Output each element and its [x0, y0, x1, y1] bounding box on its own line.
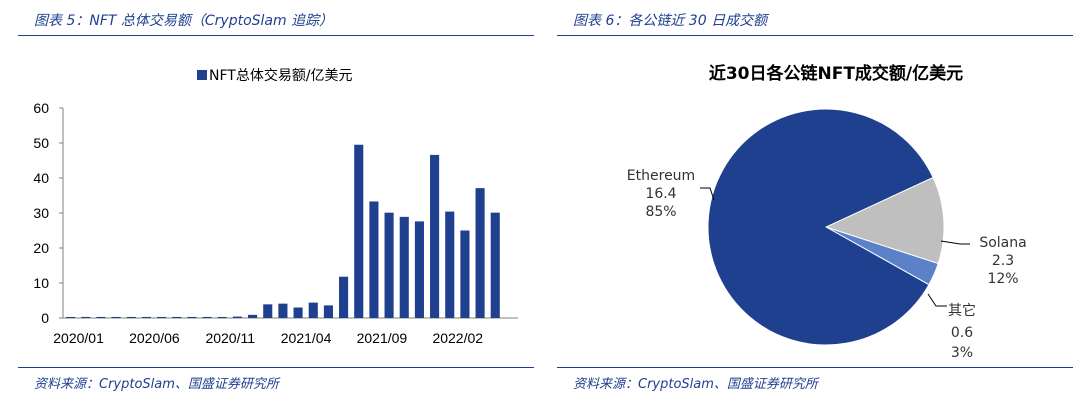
right-title-rule [557, 35, 1073, 36]
x-tick-label: 2021/04 [281, 330, 332, 346]
x-tick-label: 2020/01 [53, 330, 104, 346]
y-tick-label: 50 [33, 135, 49, 151]
bar-2021/11 [399, 216, 409, 318]
pie-slice-solana [824, 176, 945, 265]
label-solana-pct: 12% [987, 271, 1018, 287]
y-tick-label: 30 [33, 205, 49, 221]
label-solana: Solana 2.3 12% [979, 235, 1026, 287]
left-title-rule [18, 35, 534, 36]
label-solana-name: Solana [979, 235, 1026, 251]
legend-label: NFT总体交易额/亿美元 [209, 67, 353, 84]
bar-2021/12 [414, 221, 424, 318]
bar-2020/02 [81, 316, 91, 318]
x-tick-label: 2022/02 [432, 330, 483, 346]
bar-2021/04 [293, 307, 303, 318]
left-source-rule [18, 367, 534, 368]
x-tick-label: 2021/09 [357, 330, 408, 346]
label-ethereum-name: Ethereum [627, 168, 695, 184]
bar-2022/02 [445, 211, 455, 318]
y-tick-label: 60 [33, 100, 49, 116]
leader-line-ethereum [700, 187, 715, 201]
bar-2020/05 [126, 316, 136, 318]
label-ethereum-value: 16.4 [645, 186, 676, 202]
y-tick-label: 0 [41, 310, 49, 326]
bar-2021/07 [339, 276, 349, 318]
label-solana-value: 2.3 [992, 253, 1014, 269]
bar-2021/02 [263, 304, 273, 318]
y-tick-label: 40 [33, 170, 49, 186]
bar-2021/01 [248, 314, 258, 318]
right-source-rule [557, 367, 1073, 368]
pie-slice-ethereum [707, 108, 934, 346]
bar-chart: NFT总体交易额/亿美元 0 10 20 30 40 50 60 2020/01 2020/0… [33, 67, 518, 346]
bar-2022/04 [475, 188, 485, 318]
bar-2020/03 [96, 316, 106, 318]
bar-2021/09 [369, 201, 379, 318]
bar-2022/05 [490, 212, 500, 318]
bar-2021/05 [308, 302, 318, 318]
bar-2020/08 [172, 316, 182, 318]
label-other-value: 0.6 [951, 325, 973, 341]
pie-title: 近30日各公链NFT成交额/亿美元 [709, 63, 963, 84]
bar-2021/08 [354, 144, 364, 318]
right-figure-title: 图表 6：各公链近 30 日成交额 [573, 13, 768, 29]
label-other: 其它 0.6 3% [948, 302, 976, 361]
bar-2022/01 [430, 154, 440, 318]
bar-2020/11 [217, 316, 227, 318]
bar-2020/01 [66, 316, 76, 318]
bar-2021/06 [323, 305, 333, 318]
bar-2022/03 [460, 230, 470, 318]
y-tick-label: 10 [33, 275, 49, 291]
label-ethereum: Ethereum 16.4 85% [627, 168, 695, 220]
x-tick-label: 2020/06 [129, 330, 180, 346]
leader-line-other [927, 293, 947, 307]
y-tick-label: 20 [33, 240, 49, 256]
right-source: 资料来源：CryptoSlam、国盛证券研究所 [573, 377, 818, 392]
bar-2020/07 [157, 316, 167, 318]
leader-line-solana [940, 240, 970, 245]
bar-2020/06 [141, 316, 151, 318]
bar-2020/09 [187, 316, 197, 318]
label-ethereum-pct: 85% [645, 204, 676, 220]
label-other-name: 其它 [948, 302, 976, 319]
bar-2020/10 [202, 316, 212, 318]
pie-chart: 近30日各公链NFT成交额/亿美元 Ethereum 16.4 85% Sola… [627, 63, 1027, 361]
label-other-pct: 3% [951, 345, 973, 361]
x-tick-label: 2020/11 [205, 330, 255, 346]
left-figure-title: 图表 5：NFT 总体交易额（CryptoSlam 追踪） [34, 13, 334, 29]
left-source: 资料来源：CryptoSlam、国盛证券研究所 [34, 377, 279, 392]
legend-swatch [197, 70, 207, 80]
bar-2020/12 [232, 316, 242, 318]
bar-2020/04 [111, 316, 121, 318]
bar-2021/03 [278, 303, 288, 318]
bar-2021/10 [384, 212, 394, 318]
